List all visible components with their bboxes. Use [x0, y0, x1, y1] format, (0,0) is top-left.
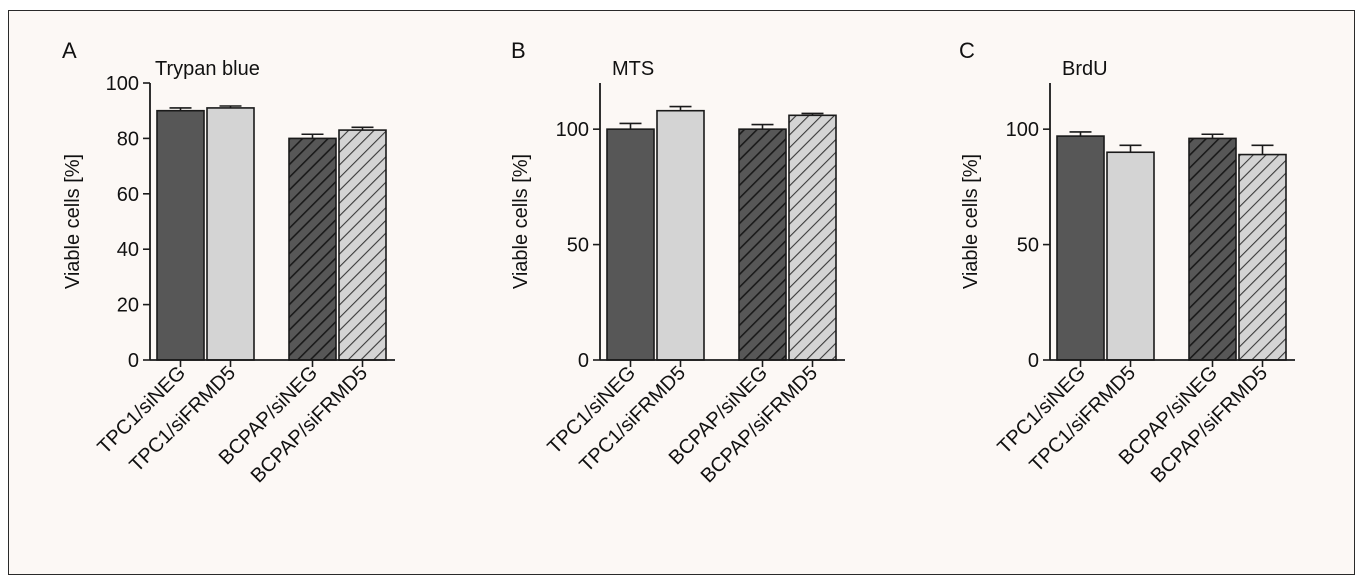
y-tick-label: 0 — [1028, 350, 1039, 372]
figure-frame: A Trypan blue Viable cells [%] 0 20 40 60 80 100… — [8, 10, 1355, 575]
bar-bcpap-sifrmd5 — [788, 114, 837, 361]
bar-tpc1-sifrmd5 — [206, 107, 255, 361]
chart-canvas: A Trypan blue Viable cells [%] 0 20 40 60 80 100… — [62, 38, 1295, 487]
y-tick-label: 100 — [556, 119, 589, 141]
bar-tpc1-sifrmd5 — [1106, 151, 1155, 361]
bar-bcpap-sifrmd5 — [1238, 153, 1287, 361]
bar-bcpap-sineg — [288, 137, 337, 361]
panel-label: C — [959, 38, 975, 63]
bar-bcpap-sineg — [738, 128, 787, 361]
y-tick-label: 80 — [117, 128, 139, 150]
y-tick-label: 0 — [128, 350, 139, 372]
y-tick-label: 50 — [567, 235, 589, 257]
bar-bcpap-sineg — [1188, 137, 1237, 361]
bar-bcpap-sifrmd5 — [338, 129, 387, 361]
bar-tpc1-sineg — [606, 128, 655, 361]
panel-label: A — [62, 38, 77, 63]
y-axis-label: Viable cells [%] — [62, 154, 84, 289]
y-tick-label: 60 — [117, 184, 139, 206]
bar-tpc1-sifrmd5 — [656, 109, 705, 361]
y-tick-label: 50 — [1017, 235, 1039, 257]
chart-title: BrdU — [1062, 58, 1108, 80]
y-tick-label: 100 — [1006, 119, 1039, 141]
y-axis-label: Viable cells [%] — [510, 154, 532, 289]
y-tick-label: 20 — [117, 295, 139, 317]
y-tick-label: 40 — [117, 239, 139, 261]
chart-title: MTS — [612, 58, 654, 80]
bar-tpc1-sineg — [156, 109, 205, 361]
y-tick-label: 100 — [106, 73, 139, 95]
bar-tpc1-sineg — [1056, 135, 1105, 361]
chart-panel-a: A Trypan blue Viable cells [%] 0 20 40 60 80 100… — [62, 38, 395, 487]
panel-label: B — [511, 38, 526, 63]
y-axis-label: Viable cells [%] — [960, 154, 982, 289]
y-tick-label: 0 — [578, 350, 589, 372]
chart-title: Trypan blue — [155, 58, 260, 80]
